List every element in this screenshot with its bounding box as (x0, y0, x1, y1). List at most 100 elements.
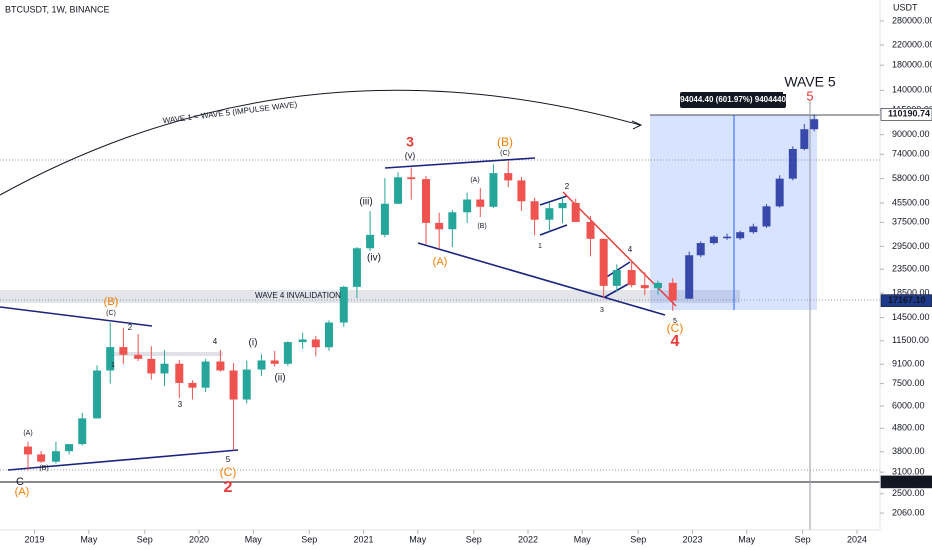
x-tick-label: 2021 (353, 534, 373, 544)
annotation: (C) (500, 150, 510, 157)
y-tick-label: 90000.00 (892, 129, 930, 139)
x-tick-label: May (574, 534, 592, 544)
candle-body (685, 255, 694, 299)
annotation: 94044.40 (601.97%) 9404440 (680, 95, 786, 104)
annotation: WAVE 4 INVALIDATION (255, 291, 341, 300)
annotation: (ii) (274, 373, 285, 384)
x-tick-label: Sep (301, 534, 317, 544)
annotation: 5 (806, 88, 813, 103)
candle-body (242, 369, 251, 400)
candle-body (216, 361, 225, 371)
y-tick-label: 280000.00 (892, 15, 932, 25)
x-tick-label: May (245, 534, 263, 544)
axis-unit: USDT (893, 2, 918, 12)
y-tick-label: 4800.00 (892, 423, 925, 433)
y-tick-label: 37500.00 (892, 217, 930, 227)
candle-body (147, 358, 156, 374)
candle-body (653, 282, 662, 289)
annotation: (B) (477, 223, 486, 230)
candle-body (324, 322, 333, 348)
candle-body (339, 286, 348, 323)
candle-body (106, 347, 115, 371)
candle-body (696, 243, 705, 256)
candle-body (51, 451, 60, 462)
annotation: C (16, 476, 24, 488)
annotation: 2 (565, 182, 570, 191)
y-tick-label: 3800.00 (892, 446, 925, 456)
x-tick-label: 2024 (847, 534, 867, 544)
y-tick-label: 6000.00 (892, 400, 925, 410)
x-tick-label: 2020 (189, 534, 209, 544)
candle-body (599, 238, 608, 286)
candle-body (283, 342, 292, 364)
y-tick-label: 45500.00 (892, 197, 930, 207)
y-tick-label: 23500.00 (892, 264, 930, 274)
price-label: 2812.16 (888, 476, 921, 486)
candle-body (709, 236, 718, 244)
candle-body (762, 206, 771, 227)
annotation: 3 (406, 134, 414, 150)
candle-body (270, 360, 279, 364)
annotation: (iii) (359, 197, 372, 208)
annotation: 5 (673, 318, 677, 325)
tooltip-box (680, 92, 786, 108)
candle-body (37, 454, 46, 462)
annotation: (B) (104, 296, 119, 308)
trend-lines (0, 157, 666, 471)
candle-body (517, 180, 526, 202)
price-label: 110190.74 (888, 109, 930, 119)
y-tick-label: 74000.00 (892, 149, 930, 159)
annotation: (v) (405, 150, 416, 160)
annotation: 3 (600, 307, 604, 314)
candle-body (586, 221, 595, 239)
candle-body (612, 270, 621, 286)
candle-body (504, 173, 513, 181)
y-tick-label: 29500.00 (892, 241, 930, 251)
candle-body (352, 248, 361, 287)
price-label: 17167.10 (888, 295, 926, 305)
candle-body (463, 199, 472, 213)
candle-body (489, 173, 498, 207)
y-tick-label: 11500.00 (892, 335, 929, 345)
x-tick-label: Sep (795, 534, 811, 544)
candle-body (257, 360, 266, 370)
y-tick-label: 9100.00 (892, 359, 925, 369)
candle-body (188, 382, 197, 388)
wave-label-box (783, 72, 837, 94)
candle-body (119, 347, 128, 355)
price-label-box (880, 294, 932, 307)
candle-body (23, 446, 32, 455)
y-tick-label: 180000.00 (892, 60, 932, 70)
candle-body (380, 203, 389, 235)
annotation: (A) (23, 430, 32, 437)
candle-body (810, 119, 819, 130)
annotation: 5 (226, 455, 231, 464)
y-tick-label: 58000.00 (892, 173, 930, 183)
x-tick-label: Sep (630, 534, 646, 544)
y-tick-label: 18500.00 (892, 288, 930, 298)
candle-body (229, 370, 238, 400)
zone (108, 352, 223, 356)
x-tick-label: Sep (466, 534, 482, 544)
candle-body (175, 363, 184, 383)
candle-body (366, 234, 375, 249)
annotation: 2 (224, 479, 233, 496)
annotation: 4 (213, 337, 218, 346)
annotation: (A) (15, 486, 30, 498)
candle-body (545, 208, 554, 220)
y-tick-label: 3100.00 (892, 467, 925, 477)
y-tick-label: 2500.00 (892, 488, 925, 498)
candle-body (640, 285, 649, 289)
wave-arc (0, 89, 641, 196)
annotation: 1 (111, 362, 115, 369)
annotation: (C) (667, 321, 684, 335)
x-tick-label: May (80, 534, 98, 544)
annotation: (C) (220, 465, 237, 479)
candle-body (736, 232, 745, 239)
annotation: 3 (178, 400, 183, 409)
candle-body (749, 226, 758, 233)
candle-body (530, 201, 539, 220)
x-tick-label: May (409, 534, 427, 544)
